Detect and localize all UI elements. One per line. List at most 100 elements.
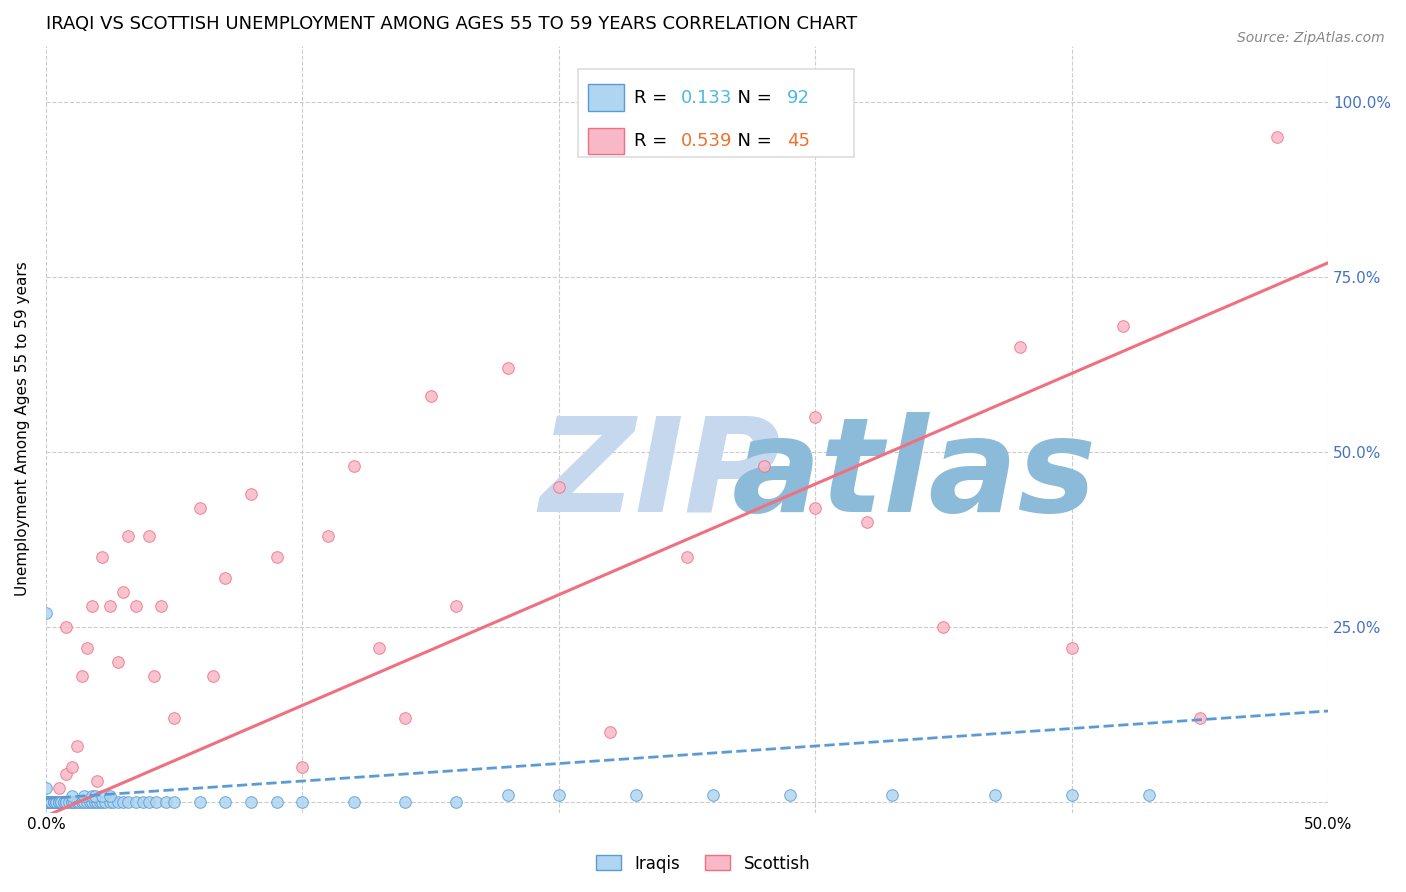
Point [94, 795, 117, 809]
Point [240, 487, 263, 501]
Point [214, 795, 236, 809]
Point [39, 795, 62, 809]
FancyBboxPatch shape [588, 85, 624, 112]
Point [932, 620, 955, 634]
Point [35, 606, 58, 620]
Point [138, 795, 160, 809]
Point [98, 795, 121, 809]
Point [60, 795, 83, 809]
Point [1010, 340, 1032, 354]
Point [35, 780, 58, 795]
Point [51, 795, 73, 809]
Text: 0.539: 0.539 [681, 132, 733, 150]
Point [111, 795, 134, 809]
Point [804, 500, 827, 515]
Point [343, 458, 366, 473]
Point [38, 795, 60, 809]
Point [70, 669, 93, 683]
Point [45, 795, 67, 809]
Point [35, 795, 58, 809]
Point [58, 795, 80, 809]
Text: N =: N = [725, 132, 778, 150]
Point [45, 795, 67, 809]
Point [496, 360, 519, 375]
Text: 45: 45 [787, 132, 810, 150]
Point [35, 795, 58, 809]
Point [291, 760, 314, 774]
Point [101, 795, 124, 809]
Point [107, 655, 129, 669]
Point [1188, 711, 1211, 725]
Point [132, 795, 155, 809]
Text: R =: R = [634, 89, 673, 107]
Point [316, 529, 339, 543]
Point [67, 795, 90, 809]
Point [547, 788, 569, 802]
Point [1060, 640, 1083, 655]
FancyBboxPatch shape [578, 69, 853, 157]
Point [35, 795, 58, 809]
Point [38, 795, 60, 809]
Point [35, 795, 58, 809]
Point [79, 795, 101, 809]
Point [60, 760, 83, 774]
Point [702, 788, 724, 802]
Point [76, 640, 98, 655]
Text: ZIP: ZIP [540, 411, 782, 539]
Point [1265, 129, 1288, 144]
Point [1137, 788, 1160, 802]
Point [394, 795, 416, 809]
Point [35, 795, 58, 809]
Point [446, 599, 468, 613]
Point [35, 795, 58, 809]
Point [163, 795, 186, 809]
Point [55, 620, 77, 634]
Point [142, 669, 165, 683]
Point [163, 711, 186, 725]
Point [752, 458, 775, 473]
Point [55, 767, 77, 781]
Point [547, 480, 569, 494]
Point [35, 795, 58, 809]
Point [35, 795, 58, 809]
Point [35, 795, 58, 809]
Point [35, 795, 58, 809]
Point [35, 795, 58, 809]
Point [60, 789, 83, 804]
Point [804, 409, 827, 424]
Point [35, 795, 58, 809]
Point [35, 795, 58, 809]
Point [419, 389, 441, 403]
Point [624, 788, 647, 802]
Point [82, 795, 104, 809]
Legend: Iraqis, Scottish: Iraqis, Scottish [589, 848, 817, 880]
Point [48, 795, 70, 809]
Point [882, 788, 904, 802]
Point [368, 640, 391, 655]
Point [35, 795, 58, 809]
Point [86, 795, 108, 809]
Point [35, 795, 58, 809]
Point [91, 549, 114, 564]
Point [35, 795, 58, 809]
Point [240, 795, 263, 809]
Point [52, 795, 75, 809]
Text: atlas: atlas [733, 411, 1097, 539]
Point [51, 795, 73, 809]
Point [117, 529, 139, 543]
Point [188, 795, 211, 809]
Point [48, 780, 70, 795]
Text: 92: 92 [787, 89, 810, 107]
Point [39, 795, 62, 809]
Point [446, 795, 468, 809]
Point [35, 795, 58, 809]
Point [38, 795, 60, 809]
Point [35, 795, 58, 809]
Text: IRAQI VS SCOTTISH UNEMPLOYMENT AMONG AGES 55 TO 59 YEARS CORRELATION CHART: IRAQI VS SCOTTISH UNEMPLOYMENT AMONG AGE… [46, 15, 858, 33]
Point [984, 788, 1007, 802]
Point [291, 795, 314, 809]
Point [76, 795, 98, 809]
Point [66, 739, 89, 753]
Point [66, 795, 89, 809]
Text: N =: N = [725, 89, 778, 107]
